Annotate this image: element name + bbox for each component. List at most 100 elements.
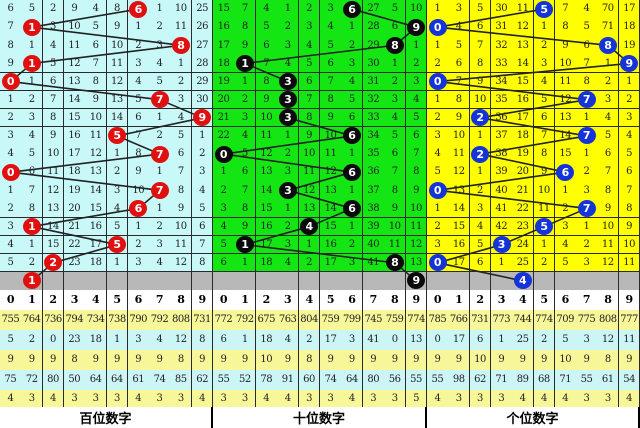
grid-cell: 8 — [533, 145, 556, 164]
grid-cell: 30 — [362, 54, 385, 73]
grid-cell: 3 — [127, 54, 150, 73]
grid-cell: 5 — [448, 36, 471, 55]
gray-cell — [320, 271, 342, 291]
grid-cell: 4 — [533, 72, 556, 92]
grid-cell: 4 — [106, 199, 129, 218]
grid-cell: 5 — [554, 253, 577, 273]
grid-cell: 3 — [405, 72, 428, 92]
stat-cell: 68 — [533, 370, 556, 391]
grid-cell: 12 — [597, 253, 620, 273]
grid-cell: 2 — [341, 36, 364, 55]
grid-cell: 4 — [213, 217, 235, 237]
stat-cell: 8 — [170, 350, 193, 371]
stat-cell: 3 — [127, 330, 150, 351]
stat-cell: 75 — [0, 370, 22, 391]
grid-cell: 21 — [213, 108, 235, 128]
grid-cell: 3 — [0, 126, 22, 146]
grid-cell: 1 — [234, 72, 257, 92]
grid-cell: 3 — [277, 36, 300, 55]
grid-cell: 4 — [554, 235, 577, 255]
grid-cell: 41 — [490, 199, 513, 218]
draw-ball: 0 — [1, 73, 20, 91]
grid-cell: 1 — [234, 253, 257, 273]
grid-cell: 9 — [106, 18, 129, 37]
grid-cell: 3 — [21, 108, 44, 128]
grid-cell: 12 — [170, 253, 193, 273]
grid-cell: 14 — [448, 199, 471, 218]
grid-cell: 20 — [63, 199, 86, 218]
grid-cell: 2 — [234, 90, 257, 110]
stat-cell: 18 — [255, 330, 278, 351]
grid-cell: 2 — [533, 36, 556, 55]
grid-cell: 12 — [320, 163, 342, 182]
stat-cell: 25 — [512, 330, 534, 351]
stat-cell: 9 — [127, 350, 150, 371]
grid-cell: 15 — [554, 145, 577, 164]
grid-cell: 1 — [341, 181, 364, 200]
grid-cell: 6 — [320, 54, 342, 73]
grid-cell: 4 — [341, 72, 364, 92]
grid-cell: 4 — [0, 235, 22, 255]
stat-cell: 17 — [448, 330, 471, 351]
draw-ball: 6 — [129, 0, 148, 18]
stat-cell: 61 — [597, 370, 620, 391]
grid-cell: 7 — [170, 163, 193, 182]
grid-cell: 7 — [191, 235, 214, 255]
grid-cell: 5 — [170, 126, 193, 146]
grid-cell: 12 — [405, 235, 428, 255]
gray-cell — [469, 271, 492, 291]
draw-ball: 1 — [22, 18, 41, 36]
stat-cell: 794 — [63, 310, 86, 331]
grid-cell: 6 — [469, 253, 492, 273]
grid-cell: 31 — [490, 18, 513, 37]
grid-cell: 39 — [362, 217, 385, 237]
grid-cell: 36 — [490, 108, 513, 128]
grid-cell: 10 — [255, 108, 278, 128]
grid-cell: 10 — [320, 126, 342, 146]
gray-cell — [213, 271, 235, 291]
digit-header: 0 — [213, 290, 235, 311]
stat-cell: 9 — [512, 350, 534, 371]
grid-cell: 2 — [277, 18, 300, 37]
grid-cell: 3 — [341, 253, 364, 273]
grid-cell: 8 — [0, 36, 22, 55]
stat-cell: 98 — [448, 370, 471, 391]
grid-cell: 13 — [448, 181, 471, 200]
gray-cell — [277, 271, 300, 291]
stat-cell: 23 — [63, 330, 86, 351]
grid-cell: 9 — [320, 108, 342, 128]
grid-cell: 22 — [63, 235, 86, 255]
panel-label: 十位数字 — [213, 407, 427, 428]
grid-cell: 6 — [42, 72, 65, 92]
grid-cell: 11 — [597, 235, 620, 255]
grid-cell: 1 — [405, 36, 428, 55]
draw-ball: 0 — [428, 254, 447, 272]
stat-cell: 91 — [277, 370, 300, 391]
grid-cell: 2 — [618, 90, 640, 110]
grid-cell: 7 — [298, 90, 321, 110]
stat-cell: 2 — [298, 330, 321, 351]
grid-cell: 7 — [320, 72, 342, 92]
grid-cell: 5 — [255, 18, 278, 37]
grid-cell: 19 — [618, 36, 640, 55]
stat-cell: 738 — [106, 310, 129, 331]
grid-cell: 34 — [362, 126, 385, 146]
grid-cell: 36 — [362, 163, 385, 182]
stat-cell: 1 — [490, 330, 513, 351]
gray-cell — [533, 271, 556, 291]
grid-cell: 7 — [469, 36, 492, 55]
stat-cell: 3 — [234, 390, 257, 408]
grid-cell: 15 — [255, 199, 278, 218]
digit-header: 2 — [255, 290, 278, 311]
grid-cell: 5 — [191, 199, 214, 218]
grid-cell: 5 — [0, 253, 22, 273]
grid-cell: 6 — [234, 163, 257, 182]
grid-cell: 2 — [0, 199, 22, 218]
digit-header: 8 — [170, 290, 193, 311]
grid-cell: 3 — [533, 54, 556, 73]
grid-cell: 15 — [213, 0, 235, 19]
grid-cell: 27 — [191, 36, 214, 55]
grid-cell: 5 — [384, 126, 407, 146]
stat-cell: 731 — [469, 310, 492, 331]
stat-cell: 0 — [42, 330, 65, 351]
